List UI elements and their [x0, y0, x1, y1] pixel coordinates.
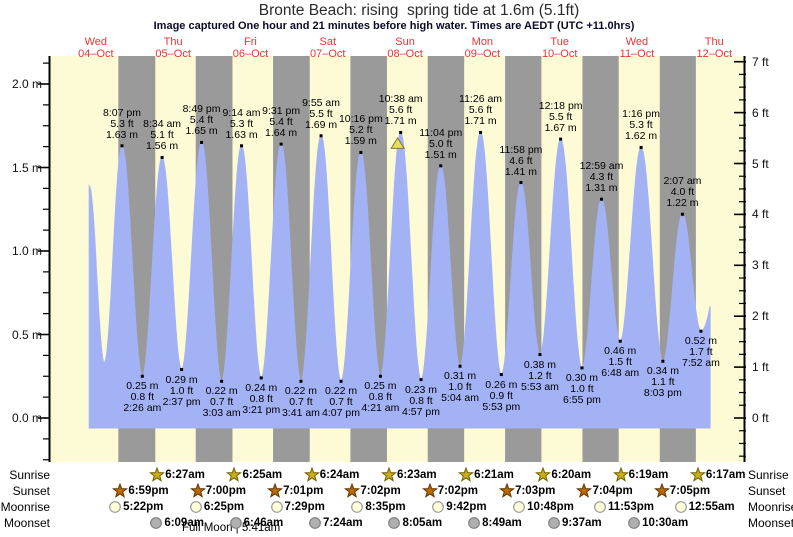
tide-extreme-dot: [519, 181, 523, 185]
tide-extreme-dot: [120, 144, 124, 148]
tide-extreme-dot: [259, 376, 263, 380]
tide-area: [88, 131, 711, 429]
tide-extreme-dot: [140, 374, 144, 378]
tide-extreme-dot: [378, 374, 382, 378]
tide-extreme-dot: [359, 150, 363, 154]
tide-extreme-dot: [180, 368, 184, 372]
tide-extreme-dot: [339, 379, 343, 383]
tide-extreme-dot: [559, 137, 563, 141]
tide-extreme-dot: [639, 145, 643, 149]
tide-extreme-dot: [599, 197, 603, 201]
tide-extreme-dot: [439, 164, 443, 168]
tide-extreme-dot: [299, 379, 303, 383]
tide-extreme-dot: [618, 339, 622, 343]
tide-extreme-dot: [319, 134, 323, 138]
tide-extreme-dot: [160, 155, 164, 159]
tide-extreme-dot: [419, 378, 423, 382]
tide-extreme-dot: [680, 212, 684, 216]
tide-extreme-dot: [699, 329, 703, 333]
tide-extreme-dot: [200, 140, 204, 144]
tide-extreme-dot: [240, 144, 244, 148]
tide-extreme-dot: [661, 359, 665, 363]
tide-extreme-dot: [220, 379, 224, 383]
tide-extreme-dot: [479, 130, 483, 134]
tide-extreme-dot: [580, 366, 584, 370]
tide-extreme-dot: [538, 353, 542, 357]
tide-extreme-dot: [399, 130, 403, 134]
tide-extreme-dot: [279, 142, 283, 146]
now-marker-icon: [390, 136, 406, 149]
tide-extreme-dot: [499, 373, 503, 377]
tide-extreme-dot: [458, 364, 462, 368]
